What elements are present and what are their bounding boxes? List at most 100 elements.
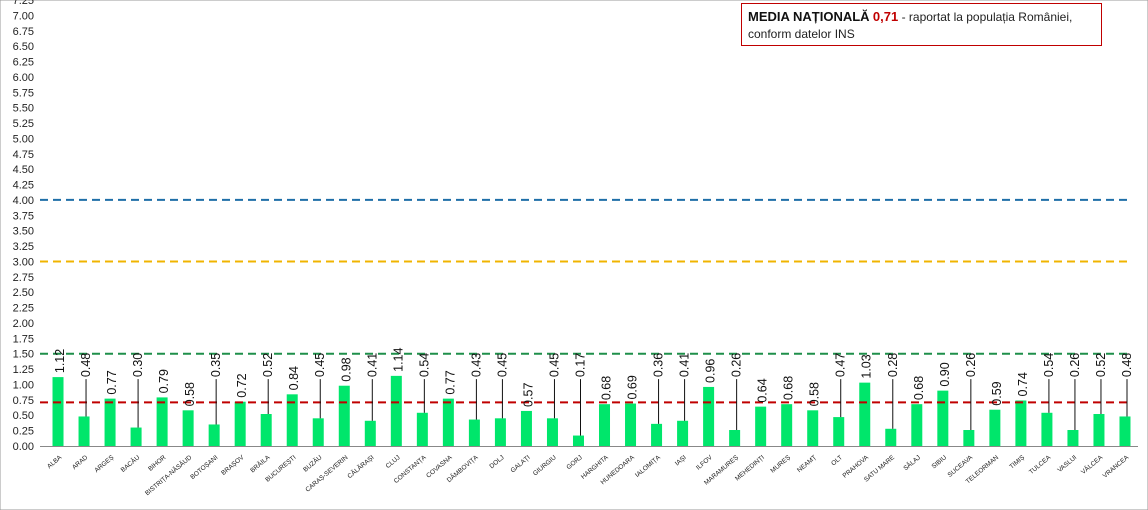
data-label: 1.14 <box>391 347 405 371</box>
data-label: 0.64 <box>756 378 770 402</box>
data-label: 0.17 <box>573 353 587 377</box>
bar <box>338 385 350 446</box>
y-tick-label: 0.50 <box>13 410 34 422</box>
y-tick-label: 3.75 <box>13 210 34 222</box>
data-label: 0.47 <box>834 353 848 377</box>
y-tick-label: 7.00 <box>13 10 34 22</box>
data-label: 0.26 <box>1068 353 1082 377</box>
bar <box>1015 400 1027 446</box>
y-tick-label: 0.75 <box>13 395 34 407</box>
bar <box>963 430 975 446</box>
y-tick-label: 6.25 <box>13 57 34 69</box>
bar <box>442 398 454 446</box>
data-label: 0.74 <box>1016 372 1030 396</box>
bars-group <box>52 375 1131 446</box>
bar <box>833 417 845 446</box>
data-label: 0.77 <box>105 370 119 394</box>
bar <box>104 398 116 446</box>
data-label: 1.12 <box>53 349 67 373</box>
data-label: 0.45 <box>547 353 561 377</box>
bar <box>494 418 506 446</box>
bar <box>130 427 142 446</box>
bar <box>703 386 715 446</box>
bar <box>989 409 1001 446</box>
label-leaders <box>85 379 1128 436</box>
y-tick-label: 4.75 <box>13 149 34 161</box>
data-label: 0.58 <box>183 382 197 406</box>
bar <box>1041 412 1053 446</box>
bar <box>1093 414 1105 446</box>
bar <box>156 397 168 446</box>
legend-title: MEDIA NAȚIONALĂ <box>748 9 870 24</box>
y-tick-label: 2.00 <box>13 318 34 330</box>
data-label: 0.28 <box>886 353 900 377</box>
y-tick-label: 5.00 <box>13 133 34 145</box>
data-label: 0.90 <box>938 362 952 386</box>
bar <box>468 419 480 446</box>
bar <box>755 406 767 446</box>
y-tick-label: 4.25 <box>13 180 34 192</box>
legend-line2: conform datelor INS <box>748 27 855 41</box>
data-label: 0.68 <box>912 376 926 400</box>
bar <box>911 404 923 446</box>
bar <box>390 375 402 446</box>
bar <box>286 394 298 446</box>
bar <box>729 430 741 446</box>
y-tick-label: 4.50 <box>13 164 34 176</box>
bar <box>260 414 272 446</box>
data-label: 0.52 <box>1094 353 1108 377</box>
y-tick-label: 5.25 <box>13 118 34 130</box>
bar <box>937 390 949 446</box>
y-tick-label: 2.50 <box>13 287 34 299</box>
y-tick-label: 5.75 <box>13 87 34 99</box>
data-label: 0.69 <box>626 375 640 399</box>
data-label: 0.52 <box>261 353 275 377</box>
bar <box>416 412 428 446</box>
y-tick-label: 6.50 <box>13 41 34 53</box>
data-label: 0.98 <box>339 357 353 381</box>
y-tick-label: 1.75 <box>13 333 34 345</box>
y-tick-label: 3.25 <box>13 241 34 253</box>
data-label: 0.68 <box>600 376 614 400</box>
legend-value: 0,71 <box>872 9 899 24</box>
y-tick-label: 0.00 <box>13 441 34 453</box>
data-label: 0.84 <box>287 366 301 390</box>
bar <box>1119 416 1131 446</box>
y-tick-label: 6.00 <box>13 72 34 84</box>
data-label: 0.57 <box>521 383 535 407</box>
data-label: 0.36 <box>652 353 666 377</box>
y-tick-label: 2.25 <box>13 303 34 315</box>
data-label: 0.48 <box>1120 353 1134 377</box>
bar <box>520 410 532 446</box>
data-label: 0.26 <box>730 353 744 377</box>
data-label: 0.96 <box>704 359 718 383</box>
bar <box>546 418 558 446</box>
data-label: 0.58 <box>808 382 822 406</box>
y-tick-label: 1.00 <box>13 379 34 391</box>
y-axis: 0.00 0.25 0.50 0.75 1.00 1.25 1.50 1.75 2.00 2.25… <box>13 0 34 453</box>
bar <box>572 435 584 446</box>
bar <box>78 416 90 446</box>
y-tick-label: 5.50 <box>13 103 34 115</box>
y-tick-label: 7.25 <box>13 0 34 7</box>
bar <box>364 420 376 446</box>
data-label: 1.03 <box>860 354 874 378</box>
data-label: 0.30 <box>131 353 145 377</box>
data-label: 0.35 <box>209 353 223 377</box>
y-tick-label: 3.50 <box>13 226 34 238</box>
y-tick-label: 1.25 <box>13 364 34 376</box>
bar <box>807 410 819 446</box>
bar <box>885 428 897 446</box>
bar <box>781 404 793 446</box>
bar <box>182 410 194 446</box>
bar <box>599 404 611 446</box>
data-label: 0.45 <box>495 353 509 377</box>
bar <box>234 401 246 446</box>
data-label: 0.48 <box>79 353 93 377</box>
bar <box>1067 430 1079 446</box>
data-labels: 1.12 0.48 0.77 0.30 0.79 0.58 0.35 0.72 0.52 0.84… <box>53 347 1134 406</box>
bar <box>625 403 637 446</box>
data-label: 0.77 <box>443 370 457 394</box>
